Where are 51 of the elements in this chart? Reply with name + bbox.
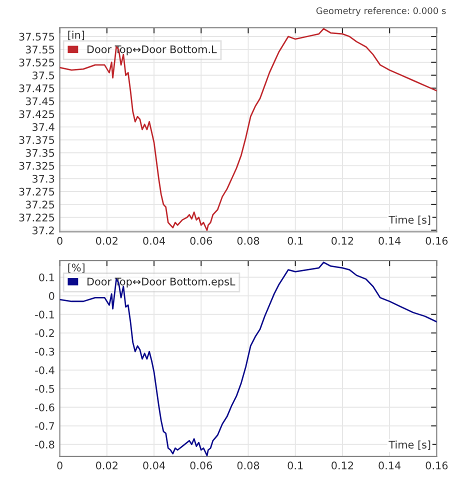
y-tick-label: 0 — [48, 292, 54, 300]
x-tick-label: 0.02 — [96, 236, 118, 245]
text: Geometry reference: 0.000 s — [316, 7, 446, 16]
y-tick-label: 37.275 — [19, 188, 54, 196]
y-tick-label: -0.2 — [35, 329, 54, 338]
y-tick-label: -0.1 — [35, 310, 54, 318]
x-tick-label: 0.1 — [288, 236, 303, 245]
x-tick-label: 0.06 — [190, 462, 212, 470]
y-tick-label: 37.325 — [19, 162, 54, 170]
x-axis-title: Time [s] — [388, 440, 430, 450]
x-tick-label: 0.06 — [190, 236, 212, 245]
y-tick-label: 37.225 — [19, 214, 54, 222]
y-tick-label: -0.7 — [35, 422, 54, 430]
x-tick-label: 0.1 — [288, 462, 303, 470]
y-tick-label: 37.3 — [32, 174, 54, 183]
x-tick-label: 0.14 — [378, 462, 401, 470]
y-tick-label: -0.6 — [35, 403, 54, 412]
y-tick-label: 37.5 — [32, 71, 54, 80]
y-tick-label: 37.2 — [32, 226, 54, 234]
x-tick-label: 0 — [57, 462, 62, 470]
line-series — [60, 28, 437, 231]
x-tick-label: 0.16 — [426, 236, 448, 245]
x-tick-label: 0.08 — [237, 462, 260, 470]
x-tick-label: 0.04 — [143, 462, 166, 470]
x-tick-label: 0.02 — [96, 462, 118, 470]
y-tick-label: 37.25 — [26, 200, 54, 209]
y-tick-label: -0.3 — [35, 348, 54, 356]
x-axis-title: Time [s] — [388, 216, 430, 225]
y-tick-label: 37.4 — [32, 123, 54, 132]
y-tick-label: 37.475 — [19, 84, 54, 92]
y-tick-label: 37.375 — [19, 136, 54, 144]
y-tick-label: 37.55 — [26, 46, 54, 54]
x-tick-label: 0.12 — [332, 236, 354, 245]
x-tick-label: 0.12 — [332, 462, 354, 470]
x-tick-label: 0.16 — [426, 462, 448, 470]
y-tick-label: 37.45 — [26, 97, 54, 106]
x-tick-label: 0.08 — [237, 236, 260, 245]
y-tick-label: -0.4 — [35, 366, 54, 374]
y-tick-label: 37.35 — [26, 149, 54, 157]
x-tick-label: 0.04 — [143, 236, 166, 245]
y-tick-label: 37.575 — [19, 32, 54, 41]
y-tick-label: 37.425 — [19, 110, 54, 118]
line-series — [60, 262, 437, 456]
y-tick-label: 0.1 — [39, 273, 54, 282]
y-tick-label: -0.5 — [35, 384, 54, 393]
y-axis-title: [%] — [68, 263, 84, 273]
x-tick-label: 0.14 — [378, 236, 401, 245]
y-tick-label: -0.8 — [35, 440, 54, 449]
y-axis-title: [in] — [68, 30, 84, 40]
y-tick-label: 37.525 — [19, 58, 54, 66]
x-tick-label: 0 — [57, 236, 62, 245]
